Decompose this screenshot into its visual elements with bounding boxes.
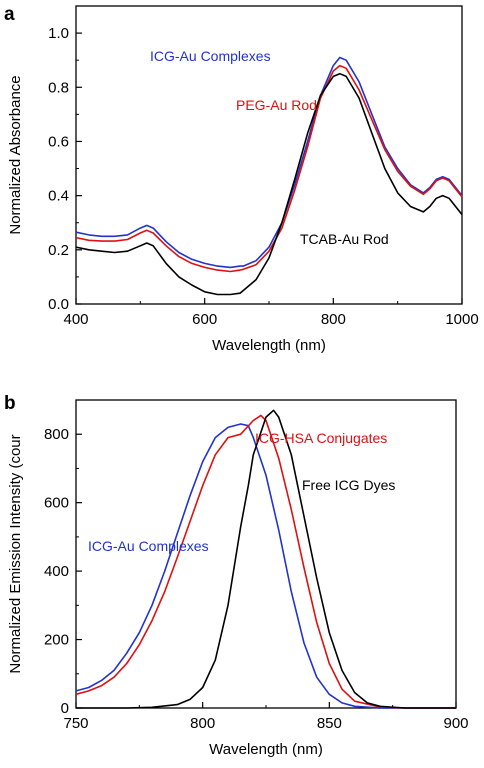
x-axis-label: Wavelength (nm): [212, 337, 326, 354]
y-tick-label: 0.8: [48, 79, 69, 96]
series-line-1: [75, 414, 456, 709]
plot-frame: [75, 399, 457, 709]
y-axis-label: Normalized Absorbance: [7, 75, 24, 234]
emission-chart: 750 800 850 900 0 200 400 600 800 Wavelength (nm)…: [7, 399, 469, 758]
series-annotation: ICG-HSA Conjugates: [255, 430, 387, 446]
series-line-0: [75, 423, 456, 709]
y-tick-label: 800: [44, 426, 69, 443]
y-tick-label: 0.2: [48, 242, 69, 259]
panel-a-label: a: [4, 4, 15, 25]
series-line-2: [76, 409, 456, 709]
y-tick-label: 600: [44, 495, 69, 512]
series-annotation: TCAB-Au Rod: [300, 231, 389, 247]
x-axis-label: Wavelength (nm): [209, 741, 323, 758]
y-tick-label: 1.0: [48, 25, 69, 42]
y-tick-label: 0.0: [48, 296, 69, 313]
y-tick-label: 0: [61, 700, 69, 717]
y-tick-label: 400: [44, 563, 69, 580]
series-line-2: [75, 72, 463, 296]
series-line-0: [75, 56, 463, 269]
y-tick-label: 200: [44, 632, 69, 649]
series-annotation: ICG-Au Complexes: [88, 538, 209, 554]
y-tick-label: 0.6: [48, 133, 69, 150]
series-annotation: Free ICG Dyes: [302, 477, 395, 493]
y-axis-label: Normalized Emission Intensity (cour: [7, 434, 24, 673]
x-tick-label: 400: [63, 311, 88, 328]
absorbance-chart: 400 600 800 1000 0.0 0.2 0.4 0.6 0.8 1.0 Wavelengt…: [7, 5, 479, 354]
x-tick-label: 850: [317, 715, 342, 732]
series-annotation: ICG-Au Complexes: [150, 48, 271, 64]
x-tick-label: 800: [321, 311, 346, 328]
x-tick-label: 600: [192, 311, 217, 328]
x-tick-label: 900: [443, 715, 468, 732]
panel-b-label: b: [4, 393, 16, 414]
x-tick-label: 750: [63, 715, 88, 732]
series-annotation: PEG-Au Rod: [236, 97, 317, 113]
y-tick-label: 0.4: [48, 188, 69, 205]
x-tick-label: 800: [190, 715, 215, 732]
x-tick-label: 1000: [445, 311, 478, 328]
